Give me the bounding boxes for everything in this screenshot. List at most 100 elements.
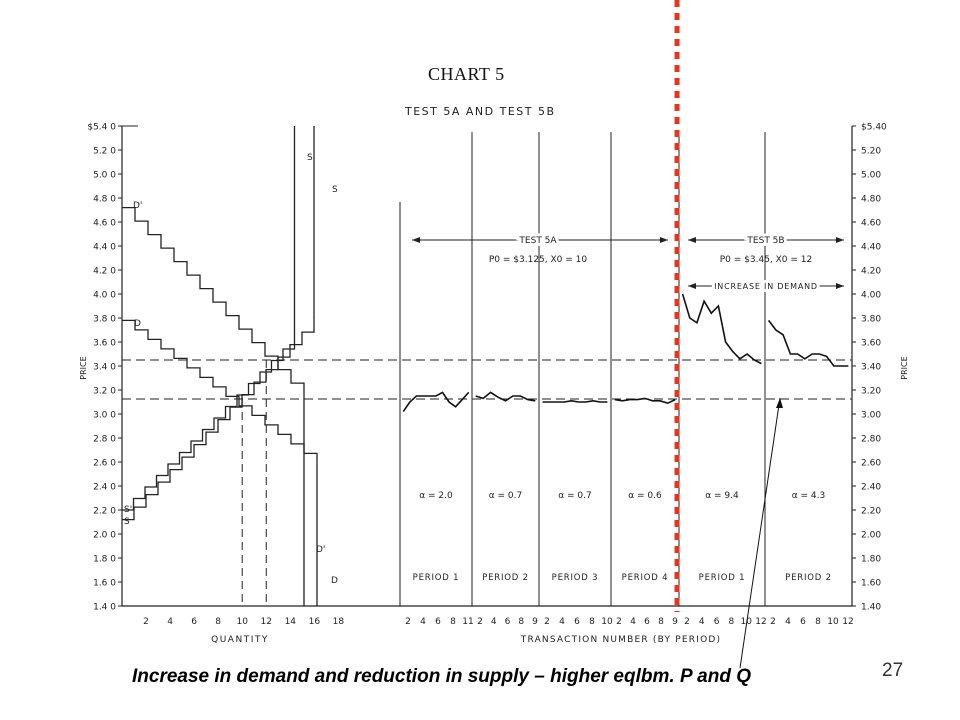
chart-title: CHART 5 (428, 64, 505, 84)
transaction-tick-label: 2 (544, 617, 550, 627)
y-tick-label-right: 5.20 (861, 147, 881, 157)
demand-curve (122, 319, 318, 463)
y-tick-label-right: $5.40 (861, 123, 887, 133)
y-tick-label-left: 3.0 0 (93, 411, 116, 421)
y-tick-label-right: 1.40 (861, 603, 881, 613)
x-axis-label-right: TRANSACTION NUMBER (BY PERIOD) (520, 635, 721, 645)
y-tick-label-right: 2.00 (861, 531, 881, 541)
transaction-tick-label: 12 (842, 617, 853, 627)
y-tick-label-left: 2.0 0 (93, 531, 116, 541)
alpha-label: α = 0.7 (558, 491, 592, 501)
transaction-tick-label: 2 (405, 617, 411, 627)
alpha-label: α = 0.6 (628, 491, 662, 501)
transaction-tick-label: 4 (559, 617, 565, 627)
curve-label: D' (133, 201, 142, 211)
y-tick-label-left: $5.4 0 (87, 123, 116, 133)
arrowhead (836, 283, 844, 289)
y-tick-label-right: 4.20 (861, 267, 881, 277)
arrowhead (688, 283, 696, 289)
curve-label: S (124, 517, 130, 527)
supply-demand-curves (122, 126, 318, 606)
transaction-tick-label: 6 (644, 617, 650, 627)
transaction-tick-label: 4 (491, 617, 497, 627)
quantity-tick-label: 14 (285, 617, 297, 627)
y-tick-label-right: 3.00 (861, 411, 881, 421)
chart-subtitle: TEST 5A AND TEST 5B (405, 105, 556, 118)
quantity-tick-label: 2 (143, 617, 149, 627)
transaction-tick-label: 4 (785, 617, 791, 627)
page-number: 27 (882, 660, 904, 681)
price-series-line (614, 397, 676, 405)
y-tick-label-right: 2.20 (861, 507, 881, 517)
chart-labels: 1.4 0 1.6 0 1.8 0 2.0 0 2.2 0 2.4 0 2.6 0 2.8 0… (79, 123, 909, 646)
quantity-tick-label: 18 (333, 617, 345, 627)
curve-label: S (332, 185, 338, 195)
transaction-tick-label: 6 (574, 617, 580, 627)
y-tick-label-right: 1.80 (861, 555, 881, 565)
transaction-tick-label: 4 (699, 617, 705, 627)
test-5a-label: TEST 5A (518, 236, 557, 246)
y-tick-label-left: 4.4 0 (93, 243, 116, 253)
demand-prime-curve (122, 206, 305, 397)
period-label: PERIOD 3 (552, 573, 599, 583)
transaction-tick-label: 2 (770, 617, 776, 627)
y-tick-label-right: 2.40 (861, 483, 881, 493)
quantity-tick-label: 4 (167, 617, 173, 627)
y-tick-label-right: 2.80 (861, 435, 881, 445)
supply-prime-curve (122, 337, 296, 511)
y-tick-label-left: 1.4 0 (93, 603, 116, 613)
period-label: PERIOD 1 (699, 573, 746, 583)
y-axis-label-right: PRICE (900, 356, 909, 379)
quantity-tick-label: 10 (236, 617, 248, 627)
transaction-tick-label: 10 (827, 617, 839, 627)
curve-label: D (331, 576, 338, 586)
transaction-tick-label: 9 (532, 617, 538, 627)
slide-caption: Increase in demand and reduction in supp… (132, 666, 752, 687)
period-label: PERIOD 1 (413, 573, 460, 583)
transaction-tick-label: 8 (518, 617, 524, 627)
price-series-line (767, 319, 849, 367)
y-tick-label-left: 1.6 0 (93, 579, 116, 589)
transaction-tick-label: 2 (616, 617, 622, 627)
annotation-arrowhead (776, 398, 783, 408)
transaction-tick-label: 6 (435, 617, 441, 627)
test-5b-label: TEST 5B (746, 236, 784, 246)
y-tick-label-left: 1.8 0 (93, 555, 116, 565)
curve-label: D (134, 319, 141, 329)
quantity-tick-label: 16 (309, 617, 321, 627)
y-tick-label-left: 2.4 0 (93, 483, 116, 493)
alpha-label: α = 2.0 (419, 491, 453, 501)
y-tick-label-right: 3.20 (861, 387, 881, 397)
curve-label: S' (124, 505, 132, 515)
quantity-tick-label: 12 (261, 617, 272, 627)
period-label: PERIOD 4 (622, 573, 669, 583)
y-tick-label-left: 3.8 0 (93, 315, 116, 325)
increase-demand-label: INCREASE IN DEMAND (714, 282, 818, 291)
y-tick-label-left: 2.8 0 (93, 435, 116, 445)
y-tick-label-right: 4.80 (861, 195, 881, 205)
y-tick-label-left: 3.2 0 (93, 387, 116, 397)
transaction-tick-label: 2 (684, 617, 690, 627)
y-tick-label-left: 5.0 0 (93, 171, 116, 181)
arrowhead (412, 237, 420, 243)
price-series-line (542, 399, 608, 403)
y-tick-label-right: 4.40 (861, 243, 881, 253)
y-tick-label-left: 4.6 0 (93, 219, 116, 229)
y-tick-label-right: 1.60 (861, 579, 881, 589)
price-series-line (475, 391, 536, 402)
transaction-tick-label: 8 (729, 617, 735, 627)
y-tick-label-right: 5.00 (861, 171, 881, 181)
chart-frame (118, 0, 856, 669)
supply-curve (122, 319, 315, 521)
quantity-tick-label: 6 (191, 617, 197, 627)
y-tick-label-right: 3.60 (861, 339, 881, 349)
transaction-tick-label: 6 (505, 617, 511, 627)
y-tick-label-left: 4.2 0 (93, 267, 116, 277)
test-5b-params: P0 = $3.45, X0 = 12 (720, 255, 813, 265)
transaction-tick-label: 8 (450, 617, 456, 627)
transaction-tick-label: 10 (740, 617, 752, 627)
y-tick-label-left: 5.2 0 (93, 147, 116, 157)
transaction-tick-label: 8 (658, 617, 664, 627)
